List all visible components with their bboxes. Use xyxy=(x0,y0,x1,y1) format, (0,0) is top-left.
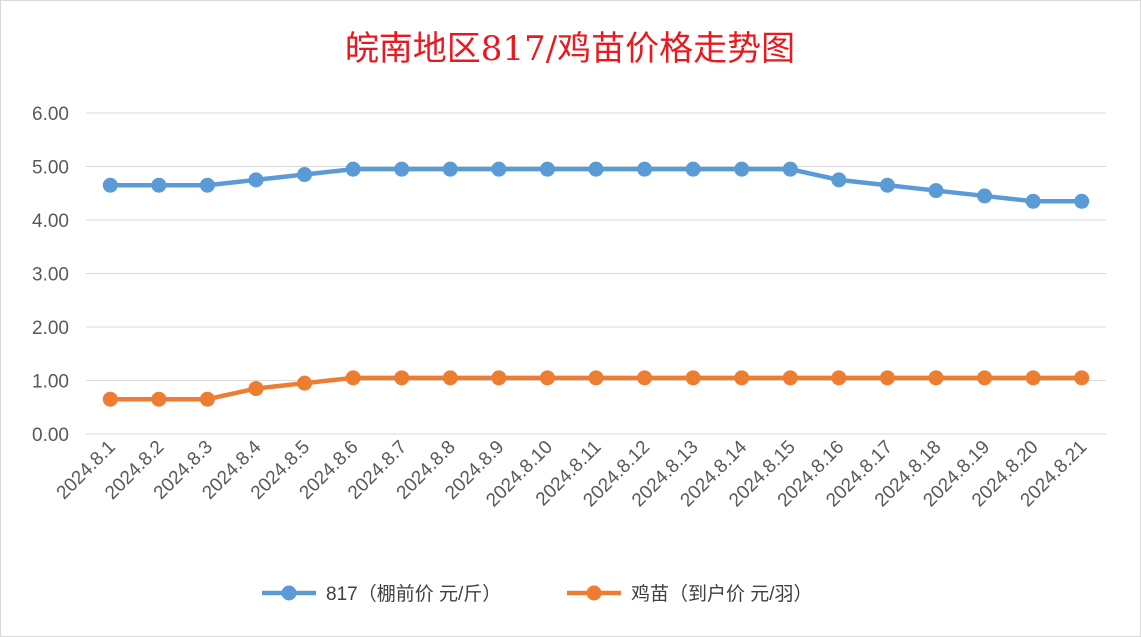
data-point xyxy=(637,370,653,386)
data-point xyxy=(394,161,410,177)
legend: 817（棚前价 元/斤） 鸡苗（到户价 元/羽） xyxy=(262,583,813,605)
data-point xyxy=(831,172,847,188)
data-point xyxy=(928,370,944,386)
data-point xyxy=(782,161,798,177)
data-point xyxy=(102,391,118,407)
legend-label: 鸡苗（到户价 元/羽） xyxy=(631,583,813,605)
y-tick-label: 6.00 xyxy=(32,104,69,125)
data-point xyxy=(1025,193,1041,209)
data-point xyxy=(248,381,264,397)
y-tick-label: 2.00 xyxy=(32,318,69,339)
data-point xyxy=(928,183,944,199)
series-1 xyxy=(102,161,1090,209)
data-point xyxy=(879,177,895,193)
y-tick-label: 0.00 xyxy=(32,425,69,446)
data-point xyxy=(151,391,167,407)
data-point xyxy=(977,370,993,386)
data-point xyxy=(1074,193,1090,209)
data-point xyxy=(248,172,264,188)
legend-label: 817（棚前价 元/斤） xyxy=(326,583,501,605)
y-axis: 0.00 1.00 2.00 3.00 4.00 5.00 6.00 xyxy=(32,104,69,446)
data-point xyxy=(539,370,555,386)
data-point xyxy=(734,370,750,386)
data-point xyxy=(491,161,507,177)
legend-item-2: 鸡苗（到户价 元/羽） xyxy=(567,583,813,605)
data-point xyxy=(491,370,507,386)
y-tick-label: 5.00 xyxy=(32,158,69,179)
y-tick-label: 1.00 xyxy=(32,372,69,393)
series-group xyxy=(102,161,1090,407)
data-point xyxy=(685,161,701,177)
data-point xyxy=(345,370,361,386)
data-point xyxy=(345,161,361,177)
data-point xyxy=(151,177,167,193)
data-point xyxy=(782,370,798,386)
x-axis: 2024.8.12024.8.22024.8.32024.8.42024.8.5… xyxy=(53,436,1092,511)
data-point xyxy=(102,177,118,193)
data-point xyxy=(588,161,604,177)
data-point xyxy=(199,391,215,407)
legend-marker xyxy=(281,585,297,601)
data-point xyxy=(637,161,653,177)
y-tick-label: 4.00 xyxy=(32,211,69,232)
data-point xyxy=(879,370,895,386)
legend-marker xyxy=(586,585,602,601)
data-point xyxy=(539,161,555,177)
data-point xyxy=(1074,370,1090,386)
data-point xyxy=(977,188,993,204)
data-point xyxy=(831,370,847,386)
data-point xyxy=(588,370,604,386)
data-point xyxy=(442,370,458,386)
data-point xyxy=(199,177,215,193)
series-2 xyxy=(102,370,1090,407)
data-point xyxy=(297,167,313,183)
data-point xyxy=(394,370,410,386)
chart-title: 皖南地区817/鸡苗价格走势图 xyxy=(345,29,795,69)
data-point xyxy=(297,375,313,391)
y-tick-label: 3.00 xyxy=(32,265,69,286)
gridlines xyxy=(86,112,1106,435)
legend-item-1: 817（棚前价 元/斤） xyxy=(262,583,501,605)
data-point xyxy=(442,161,458,177)
data-point xyxy=(734,161,750,177)
data-point xyxy=(1025,370,1041,386)
data-point xyxy=(685,370,701,386)
